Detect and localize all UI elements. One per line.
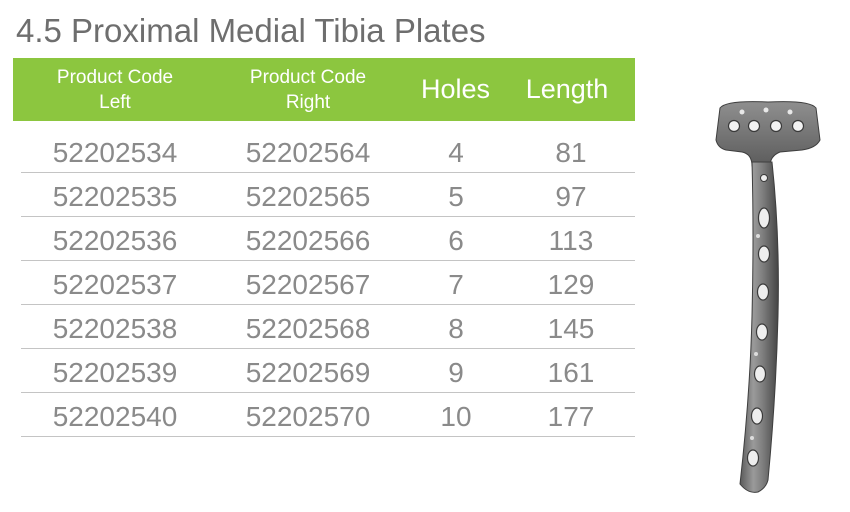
plate-small-hole-icon (750, 436, 754, 440)
cell-left-code: 52202535 (52, 181, 178, 212)
plate-hole-icon (750, 407, 764, 425)
plate-small-hole-icon (787, 109, 793, 115)
cell-right-code: 52202570 (245, 401, 371, 432)
plate-small-hole-icon (739, 109, 745, 115)
table-row: 52202535 52202565 5 97 (21, 173, 635, 217)
cell-holes: 10 (440, 401, 472, 432)
plate-hole-icon (746, 449, 760, 467)
page-title: 4.5 Proximal Medial Tibia Plates (16, 12, 486, 49)
cell-right-code: 52202567 (245, 269, 371, 300)
cell-length: 97 (555, 181, 587, 212)
cell-holes: 9 (448, 357, 464, 388)
table-body: 52202534 52202564 4 81 52202535 52202565… (13, 121, 635, 437)
product-table: Product Code Left Product Code Right Hol… (13, 58, 635, 437)
cell-right-code: 52202564 (245, 137, 371, 168)
cell-holes: 5 (448, 181, 464, 212)
cell-holes: 4 (448, 137, 464, 168)
table-row: 52202537 52202567 7 129 (21, 261, 635, 305)
cell-left-code: 52202534 (52, 137, 178, 168)
header-length: Length (525, 74, 609, 104)
plate-hole-icon (755, 323, 769, 341)
cell-length: 81 (555, 137, 587, 168)
plate-small-hole-icon (756, 234, 760, 238)
header-right-line2: Right (285, 91, 331, 113)
cell-length: 145 (547, 313, 595, 344)
header-right-line1: Product Code (249, 66, 367, 88)
cell-left-code: 52202539 (52, 357, 178, 388)
table-row: 52202539 52202569 9 161 (21, 349, 635, 393)
table-row: 52202540 52202570 10 177 (21, 393, 635, 437)
tibia-plate-illustration (715, 101, 821, 493)
header-left-line2: Left (99, 91, 131, 113)
table-row: 52202536 52202566 6 113 (21, 217, 635, 261)
header-product-code-left: Product Code Left (35, 58, 195, 121)
header-product-code-right: Product Code Right (228, 58, 388, 121)
plate-hole-icon (760, 174, 768, 182)
plate-hole-icon (727, 119, 741, 133)
cell-right-code: 52202568 (245, 313, 371, 344)
cell-left-code: 52202538 (52, 313, 178, 344)
plate-hole-icon (757, 245, 771, 263)
plate-hole-icon (753, 365, 767, 383)
header-holes: Holes (420, 74, 491, 104)
cell-length: 161 (547, 357, 595, 388)
cell-length: 129 (547, 269, 595, 300)
plate-hole-icon (791, 119, 805, 133)
cell-holes: 8 (448, 313, 464, 344)
table-row: 52202534 52202564 4 81 (21, 129, 635, 173)
cell-right-code: 52202569 (245, 357, 371, 388)
cell-holes: 7 (448, 269, 464, 300)
cell-right-code: 52202566 (245, 225, 371, 256)
cell-left-code: 52202536 (52, 225, 178, 256)
plate-small-hole-icon (763, 107, 769, 113)
plate-head (715, 101, 821, 167)
plate-hole-icon (747, 119, 761, 133)
plate-small-hole-icon (754, 352, 758, 356)
cell-right-code: 52202565 (245, 181, 371, 212)
table-row: 52202538 52202568 8 145 (21, 305, 635, 349)
table-header: Product Code Left Product Code Right Hol… (13, 58, 635, 121)
plate-hole-icon (769, 119, 783, 133)
header-left-line1: Product Code (56, 66, 174, 88)
cell-length: 177 (547, 401, 595, 432)
cell-length: 113 (548, 225, 594, 256)
cell-left-code: 52202537 (52, 269, 178, 300)
plate-hole-icon (756, 283, 770, 301)
cell-left-code: 52202540 (52, 401, 178, 432)
plate-slot-icon (757, 207, 771, 229)
cell-holes: 6 (448, 225, 464, 256)
